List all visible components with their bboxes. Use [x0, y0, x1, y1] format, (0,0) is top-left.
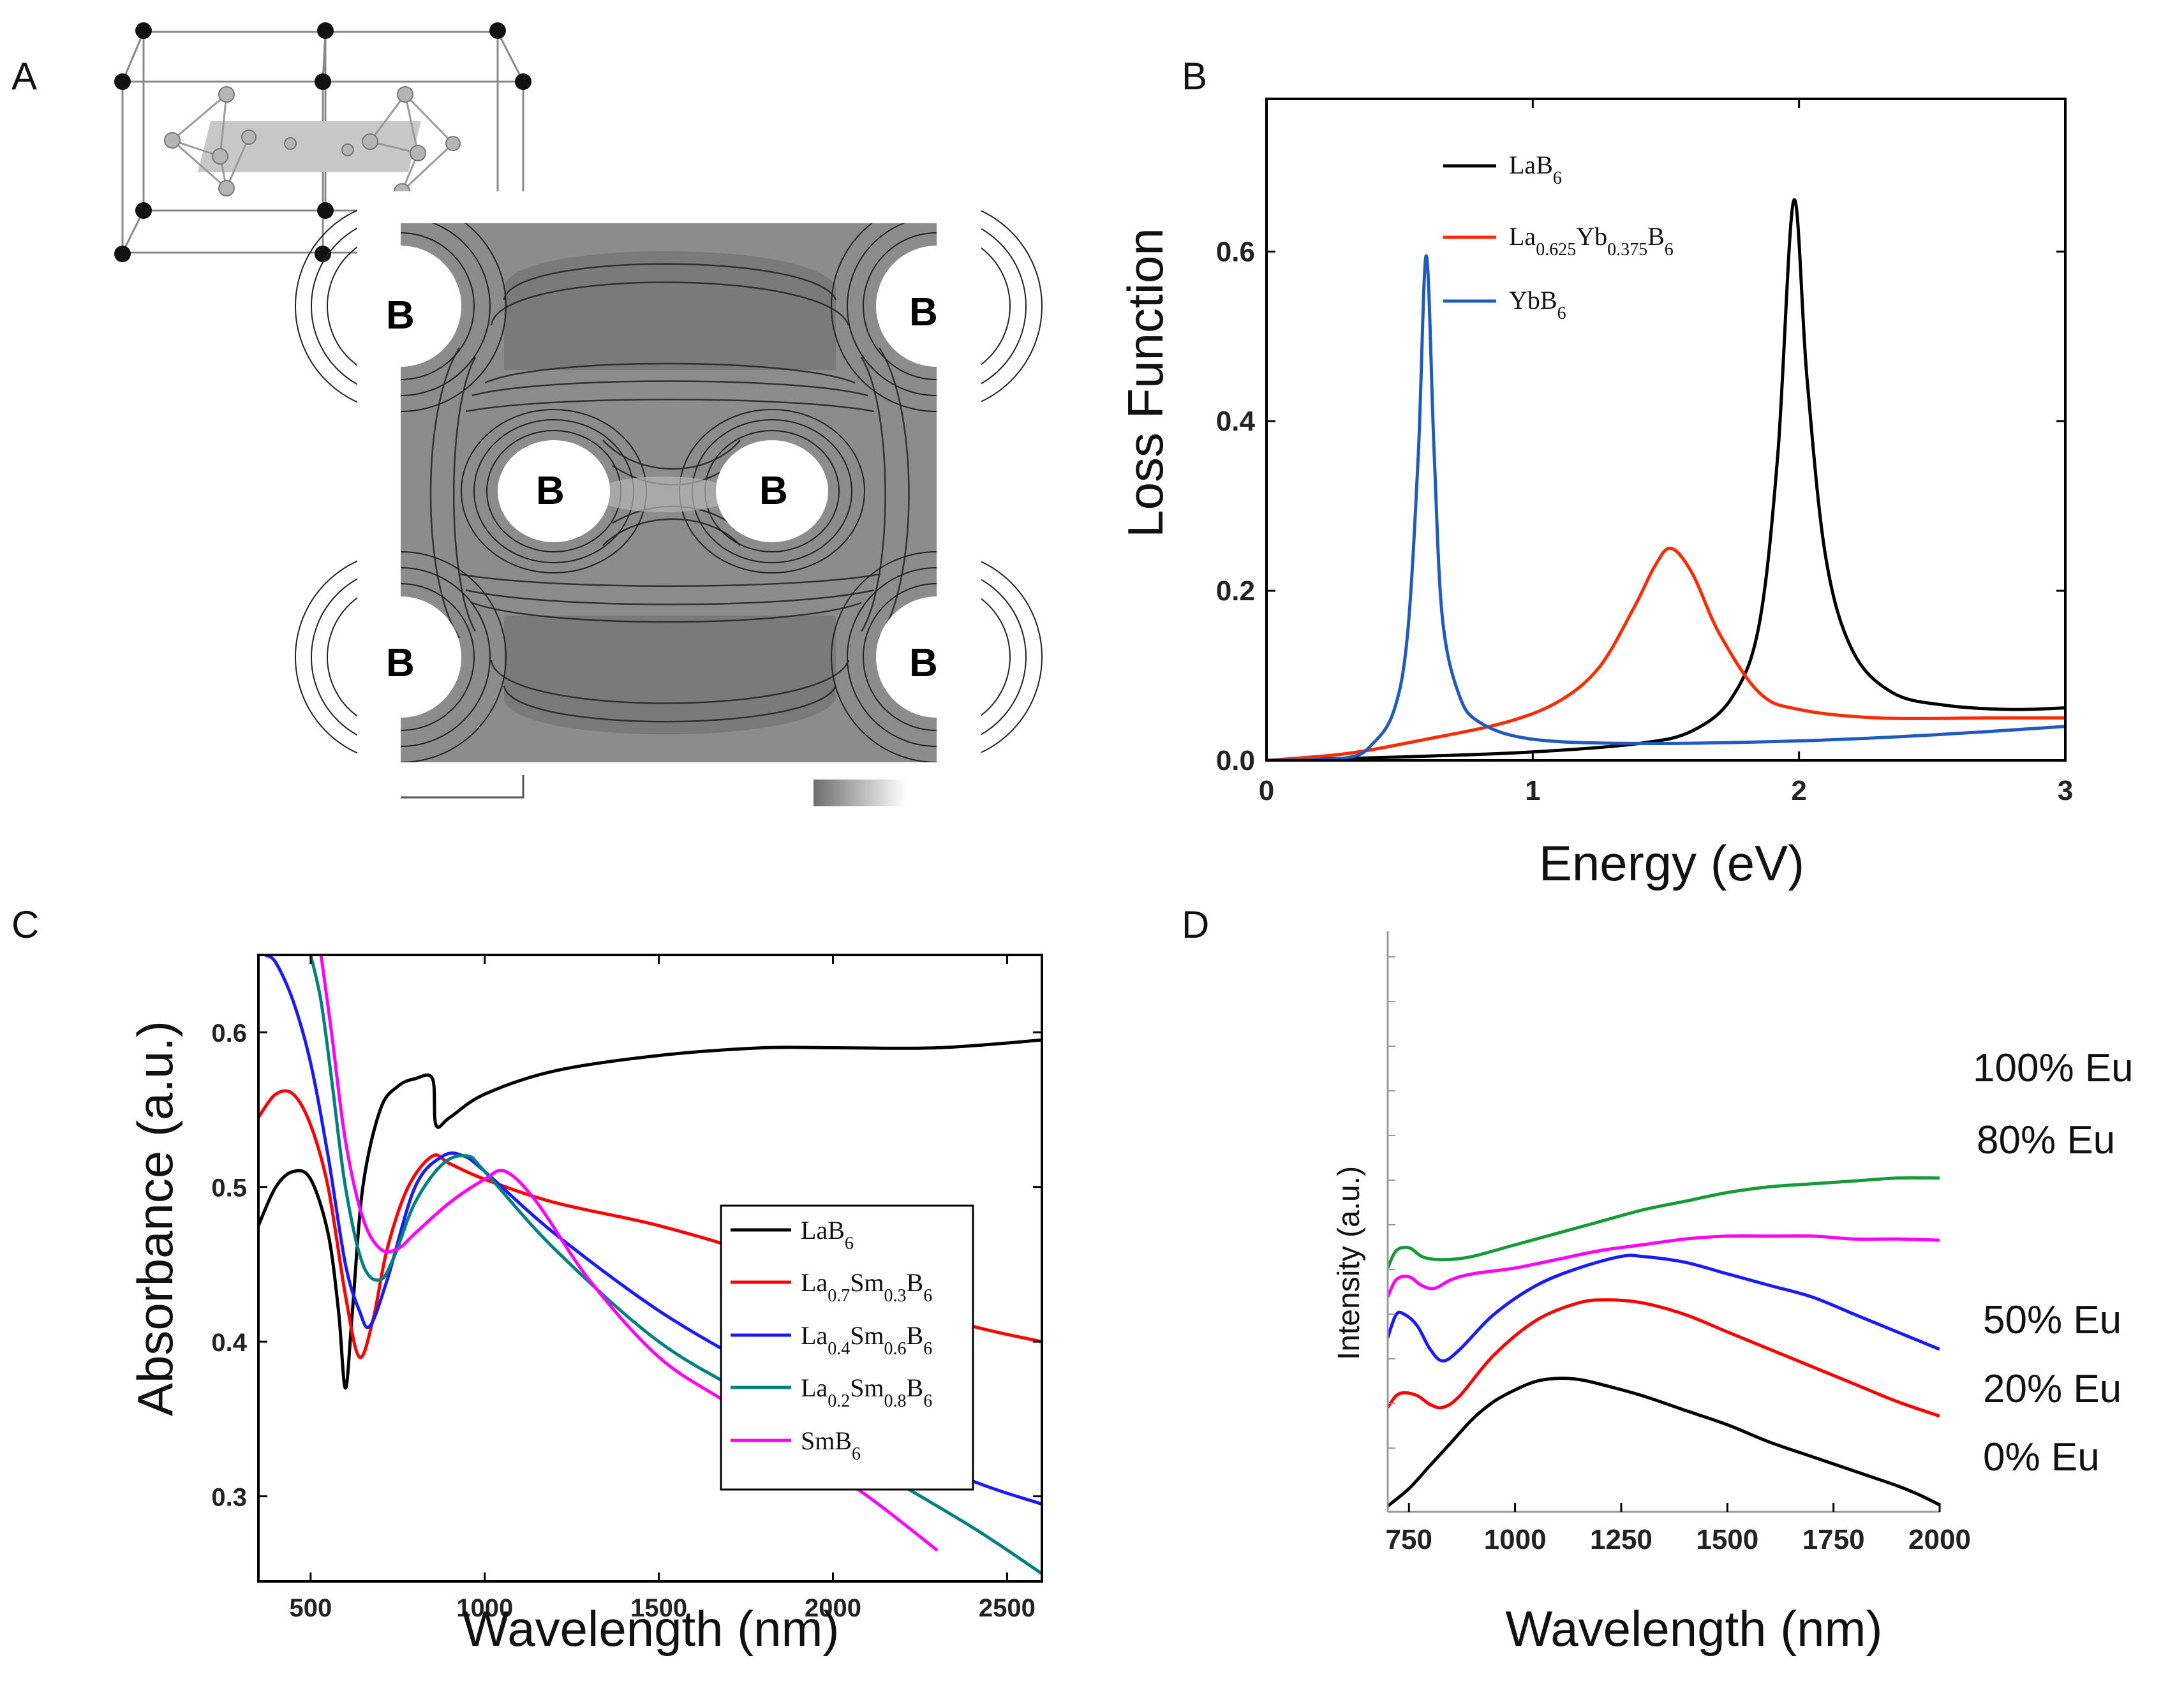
chart-c-legend-box	[720, 1204, 974, 1491]
chart-d-series-label: 20% Eu	[1983, 1367, 2121, 1411]
chart-c-xtick-label: 1000	[456, 1594, 513, 1622]
chart-d-series-100-eu	[1388, 1176, 1940, 1269]
chart-b-series-la0-625yb0-375b6	[1267, 546, 2065, 760]
chart-c-xtick-label: 2000	[805, 1594, 861, 1622]
chart-c-ytick-label: 0.3	[211, 1484, 247, 1512]
chart-b-series-lab6	[1267, 198, 2065, 760]
chart-c-ytick-label: 0.6	[211, 1019, 247, 1047]
chart-d-series-0-eu	[1388, 1377, 1940, 1507]
chart-b-legend: LaB6 La0.625Yb0.375B6 YbB6	[1443, 151, 1674, 323]
atom-label-b-bottom-right: B	[909, 641, 938, 685]
chart-d-series-label: 80% Eu	[1977, 1118, 2115, 1162]
atom-label-b-center-right: B	[759, 469, 788, 513]
atom-label-b-center-left: B	[536, 469, 565, 513]
chart-c-xtick-label: 2500	[979, 1594, 1036, 1622]
chart-d-xtick-label: 1250	[1590, 1524, 1653, 1555]
chart-d-xtick-label: 1000	[1484, 1524, 1547, 1555]
chart-b-xlabel: Energy (eV)	[1539, 835, 1804, 891]
panel-c: C 500 1000 1500 2000 2500 0.3 0.4 0.5 0.6 LaB6 La0…	[11, 903, 1043, 1657]
panel-b: B 0 1 2 3 0.0 0.2 0.4 0.6 LaB6 La0.625Yb0.375B6 Yb…	[1117, 55, 2073, 891]
atom-label-b-bottom-left: B	[386, 641, 415, 685]
chart-d-ylabel: Intensity (a.u.)	[1332, 1166, 1366, 1360]
chart-d-series-label: 100% Eu	[1973, 1046, 2134, 1090]
chart-c-series-lab6	[258, 1038, 1042, 1390]
chart-d-series-50-eu	[1388, 1253, 1940, 1363]
chart-d-xtick-label: 2000	[1908, 1524, 1971, 1555]
chart-b-ytick-label: 0.6	[1216, 236, 1255, 267]
chart-c-xlabel: Wavelength (nm)	[463, 1601, 840, 1657]
chart-c-legend: LaB6 La0.7Sm0.3B6 La0.4Sm0.6B6 La0.2Sm0.8B6…	[720, 1204, 974, 1491]
chart-c-xtick-label: 500	[289, 1594, 332, 1622]
chart-c-legend-label: La0.2Sm0.8B6	[801, 1373, 932, 1411]
chart-c-ylabel: Absorbance (a.u.)	[127, 1021, 183, 1416]
panel-d: D 750 1000 1250 1500 1750 2000 0% Eu 20% Eu 50% …	[1182, 903, 2134, 1657]
chart-b-xtick-label: 3	[2058, 775, 2073, 806]
chart-d-series-label: 50% Eu	[1983, 1298, 2121, 1342]
chart-b-ytick-label: 0.2	[1216, 575, 1255, 607]
chart-b-frame	[1265, 98, 2067, 762]
chart-b-legend-label: YbB6	[1509, 286, 1566, 323]
chart-b-ytick-label: 0.4	[1216, 406, 1256, 437]
panel-label-a: A	[11, 55, 37, 98]
charge-density-map: B B B B B B	[295, 191, 1043, 788]
panel-label-d: D	[1182, 903, 1209, 946]
chart-d-series-80-eu	[1388, 1234, 1940, 1298]
chart-b-legend-label: LaB6	[1509, 151, 1562, 188]
color-scale-bar	[813, 780, 906, 806]
chart-b-ytick-label: 0.0	[1216, 745, 1255, 776]
chart-b-ylabel: Loss Function	[1117, 228, 1173, 538]
chart-c-legend-label: LaB6	[801, 1216, 854, 1253]
chart-b-xtick-label: 1	[1525, 775, 1540, 806]
panel-label-b: B	[1182, 55, 1207, 98]
chart-c-ytick-label: 0.4	[211, 1329, 247, 1357]
chart-b-xtick-label: 0	[1259, 775, 1274, 806]
chart-c-legend-label: La0.7Sm0.3B6	[801, 1268, 932, 1306]
chart-c-frame	[257, 954, 1043, 1583]
chart-d-xtick-label: 1500	[1696, 1524, 1758, 1555]
chart-d-xlabel: Wavelength (nm)	[1506, 1601, 1883, 1657]
chart-d-series-20-eu	[1388, 1298, 1940, 1418]
chart-b-xtick-label: 2	[1791, 775, 1806, 806]
chart-d-xtick-label: 750	[1386, 1524, 1432, 1555]
atom-label-b-top-right: B	[909, 290, 938, 334]
chart-d-xtick-label: 1750	[1802, 1524, 1865, 1555]
crystal-structure-inset	[107, 14, 531, 282]
chart-c-ytick-label: 0.5	[211, 1174, 247, 1202]
chart-b-series-ybb6	[1267, 254, 2065, 760]
chart-c-legend-label: La0.4Sm0.6B6	[801, 1321, 932, 1359]
chart-d-series-label: 0% Eu	[1983, 1435, 2100, 1479]
atom-label-b-top-left: B	[386, 293, 415, 337]
map-axis-stub	[401, 775, 524, 799]
panel-label-c: C	[11, 903, 39, 946]
chart-c-xtick-label: 1500	[630, 1594, 687, 1622]
chart-b-legend-label: La0.625Yb0.375B6	[1509, 222, 1674, 260]
panel-a: A	[11, 14, 1043, 806]
chart-c-legend-label: SmB6	[801, 1426, 861, 1464]
